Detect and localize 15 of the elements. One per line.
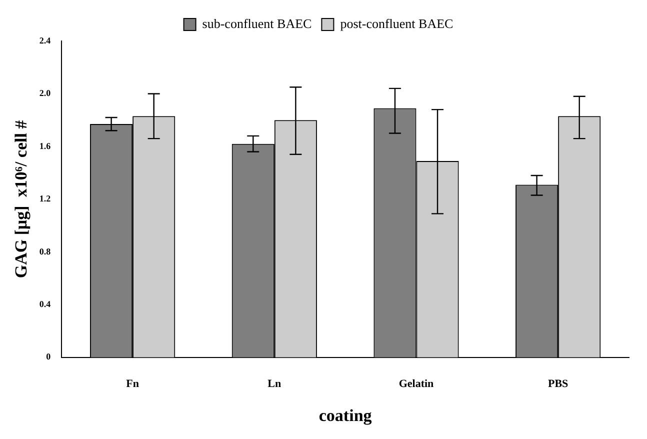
legend-label: sub-confluent BAEC (202, 16, 312, 31)
y-axis-title: GAG [μg] x10⁶/ cell # (12, 120, 31, 278)
y-tick-label: 1.2 (39, 194, 52, 204)
x-axis-title: coating (318, 406, 372, 426)
y-tick-label: 2.4 (39, 35, 52, 46)
y-tick-label: 0 (46, 352, 52, 362)
x-tick-label: Gelatin (398, 378, 434, 390)
y-tick-label: 2.0 (39, 88, 52, 98)
x-tick-label: Fn (126, 378, 139, 390)
x-tick-label: Ln (268, 378, 282, 390)
y-tick-label: 0.8 (39, 246, 52, 256)
legend-label: post-confluent BAEC (340, 16, 454, 31)
y-tick-label: 0.4 (39, 298, 52, 309)
x-tick-label: PBS (548, 378, 568, 390)
y-tick-label: 1.6 (39, 140, 52, 151)
